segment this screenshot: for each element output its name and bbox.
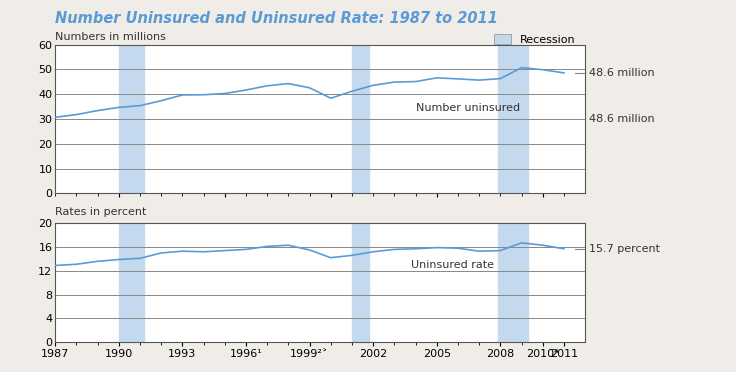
Text: Number uninsured: Number uninsured <box>416 103 520 113</box>
Bar <box>118 223 144 342</box>
Text: Numbers in millions: Numbers in millions <box>55 32 166 42</box>
Bar <box>498 223 528 342</box>
Bar <box>498 45 528 193</box>
Bar <box>118 45 144 193</box>
Text: Uninsured rate: Uninsured rate <box>411 260 495 270</box>
Text: Number Uninsured and Uninsured Rate: 1987 to 2011: Number Uninsured and Uninsured Rate: 198… <box>55 11 498 26</box>
Text: 15.7 percent: 15.7 percent <box>589 244 659 254</box>
Bar <box>352 45 369 193</box>
Legend: Recession: Recession <box>489 29 579 49</box>
Text: 48.6 million: 48.6 million <box>589 68 654 78</box>
Bar <box>352 223 369 342</box>
Text: Rates in percent: Rates in percent <box>55 207 146 217</box>
Text: 48.6 million: 48.6 million <box>589 114 654 124</box>
